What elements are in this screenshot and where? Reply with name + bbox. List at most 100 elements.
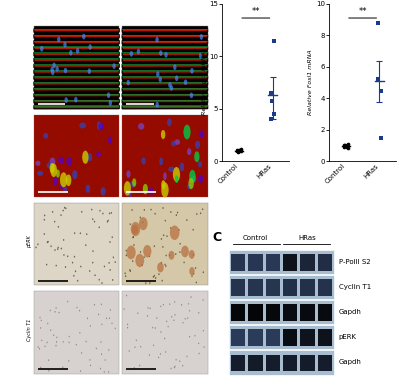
Ellipse shape (110, 269, 111, 271)
Bar (300, 254, 315, 271)
Ellipse shape (100, 341, 102, 343)
Ellipse shape (98, 279, 100, 281)
Ellipse shape (152, 327, 153, 328)
Ellipse shape (170, 85, 173, 91)
Ellipse shape (62, 367, 64, 368)
Ellipse shape (154, 213, 156, 214)
Ellipse shape (162, 280, 163, 282)
Ellipse shape (37, 171, 43, 176)
FancyArrow shape (34, 100, 119, 103)
Ellipse shape (199, 53, 202, 59)
Ellipse shape (56, 265, 57, 267)
Ellipse shape (126, 170, 131, 178)
Ellipse shape (91, 209, 92, 211)
FancyArrow shape (34, 70, 119, 74)
FancyArrow shape (34, 52, 119, 56)
Point (234, 148, 241, 154)
Ellipse shape (200, 34, 203, 40)
Ellipse shape (88, 68, 91, 74)
Ellipse shape (48, 370, 49, 372)
Ellipse shape (130, 181, 136, 188)
Ellipse shape (148, 307, 149, 309)
Text: cTnT  DNA  WGA: cTnT DNA WGA (28, 51, 32, 85)
Ellipse shape (189, 170, 196, 183)
Ellipse shape (189, 336, 190, 337)
Ellipse shape (46, 264, 47, 265)
Point (343, 142, 349, 149)
Ellipse shape (63, 187, 67, 192)
Ellipse shape (126, 246, 136, 259)
Ellipse shape (104, 371, 105, 373)
Ellipse shape (58, 226, 59, 228)
FancyArrow shape (34, 105, 119, 109)
Ellipse shape (141, 157, 146, 165)
Point (268, 116, 274, 123)
Ellipse shape (88, 44, 92, 50)
Ellipse shape (189, 267, 195, 275)
Ellipse shape (164, 52, 168, 58)
Ellipse shape (109, 100, 112, 106)
Ellipse shape (161, 130, 165, 139)
Ellipse shape (160, 306, 161, 307)
FancyArrow shape (122, 93, 208, 97)
Ellipse shape (92, 262, 94, 264)
Ellipse shape (50, 164, 57, 177)
Ellipse shape (143, 184, 148, 195)
Ellipse shape (56, 307, 57, 309)
FancyArrow shape (122, 82, 208, 85)
Ellipse shape (108, 262, 110, 264)
Ellipse shape (50, 67, 54, 72)
Ellipse shape (130, 51, 133, 57)
Ellipse shape (89, 270, 90, 272)
Ellipse shape (76, 307, 78, 308)
Ellipse shape (80, 370, 81, 372)
Bar (122, 82, 208, 83)
Ellipse shape (182, 322, 184, 324)
FancyArrow shape (34, 76, 119, 79)
Ellipse shape (186, 355, 188, 357)
Bar (34, 58, 119, 59)
Ellipse shape (198, 353, 200, 354)
Point (341, 142, 347, 149)
Ellipse shape (177, 212, 178, 213)
Ellipse shape (99, 123, 103, 128)
Ellipse shape (86, 233, 88, 235)
Point (238, 149, 244, 155)
FancyArrow shape (122, 70, 208, 74)
Ellipse shape (124, 181, 131, 196)
Ellipse shape (55, 345, 56, 347)
Bar (122, 94, 208, 95)
Ellipse shape (129, 269, 130, 271)
Ellipse shape (196, 213, 198, 215)
Bar (248, 329, 263, 346)
Ellipse shape (171, 316, 172, 318)
Ellipse shape (126, 250, 127, 252)
Ellipse shape (76, 344, 77, 345)
Point (341, 142, 348, 149)
Ellipse shape (43, 133, 48, 139)
Ellipse shape (166, 235, 168, 237)
Ellipse shape (97, 121, 100, 130)
Bar (34, 105, 119, 106)
Bar (318, 279, 332, 296)
Bar (283, 279, 298, 296)
Ellipse shape (53, 334, 54, 336)
Ellipse shape (173, 64, 176, 70)
Point (344, 144, 350, 151)
Bar (34, 52, 119, 53)
Point (378, 87, 384, 93)
Ellipse shape (64, 207, 65, 209)
Ellipse shape (41, 340, 42, 341)
Ellipse shape (62, 341, 64, 343)
Ellipse shape (104, 265, 105, 267)
Ellipse shape (174, 301, 175, 303)
Ellipse shape (202, 299, 204, 301)
Ellipse shape (92, 250, 94, 252)
Ellipse shape (149, 282, 150, 284)
Bar (230, 350, 334, 375)
Ellipse shape (101, 354, 102, 355)
FancyArrow shape (122, 88, 208, 91)
Ellipse shape (63, 254, 65, 256)
Bar (34, 100, 119, 101)
Ellipse shape (128, 350, 130, 352)
